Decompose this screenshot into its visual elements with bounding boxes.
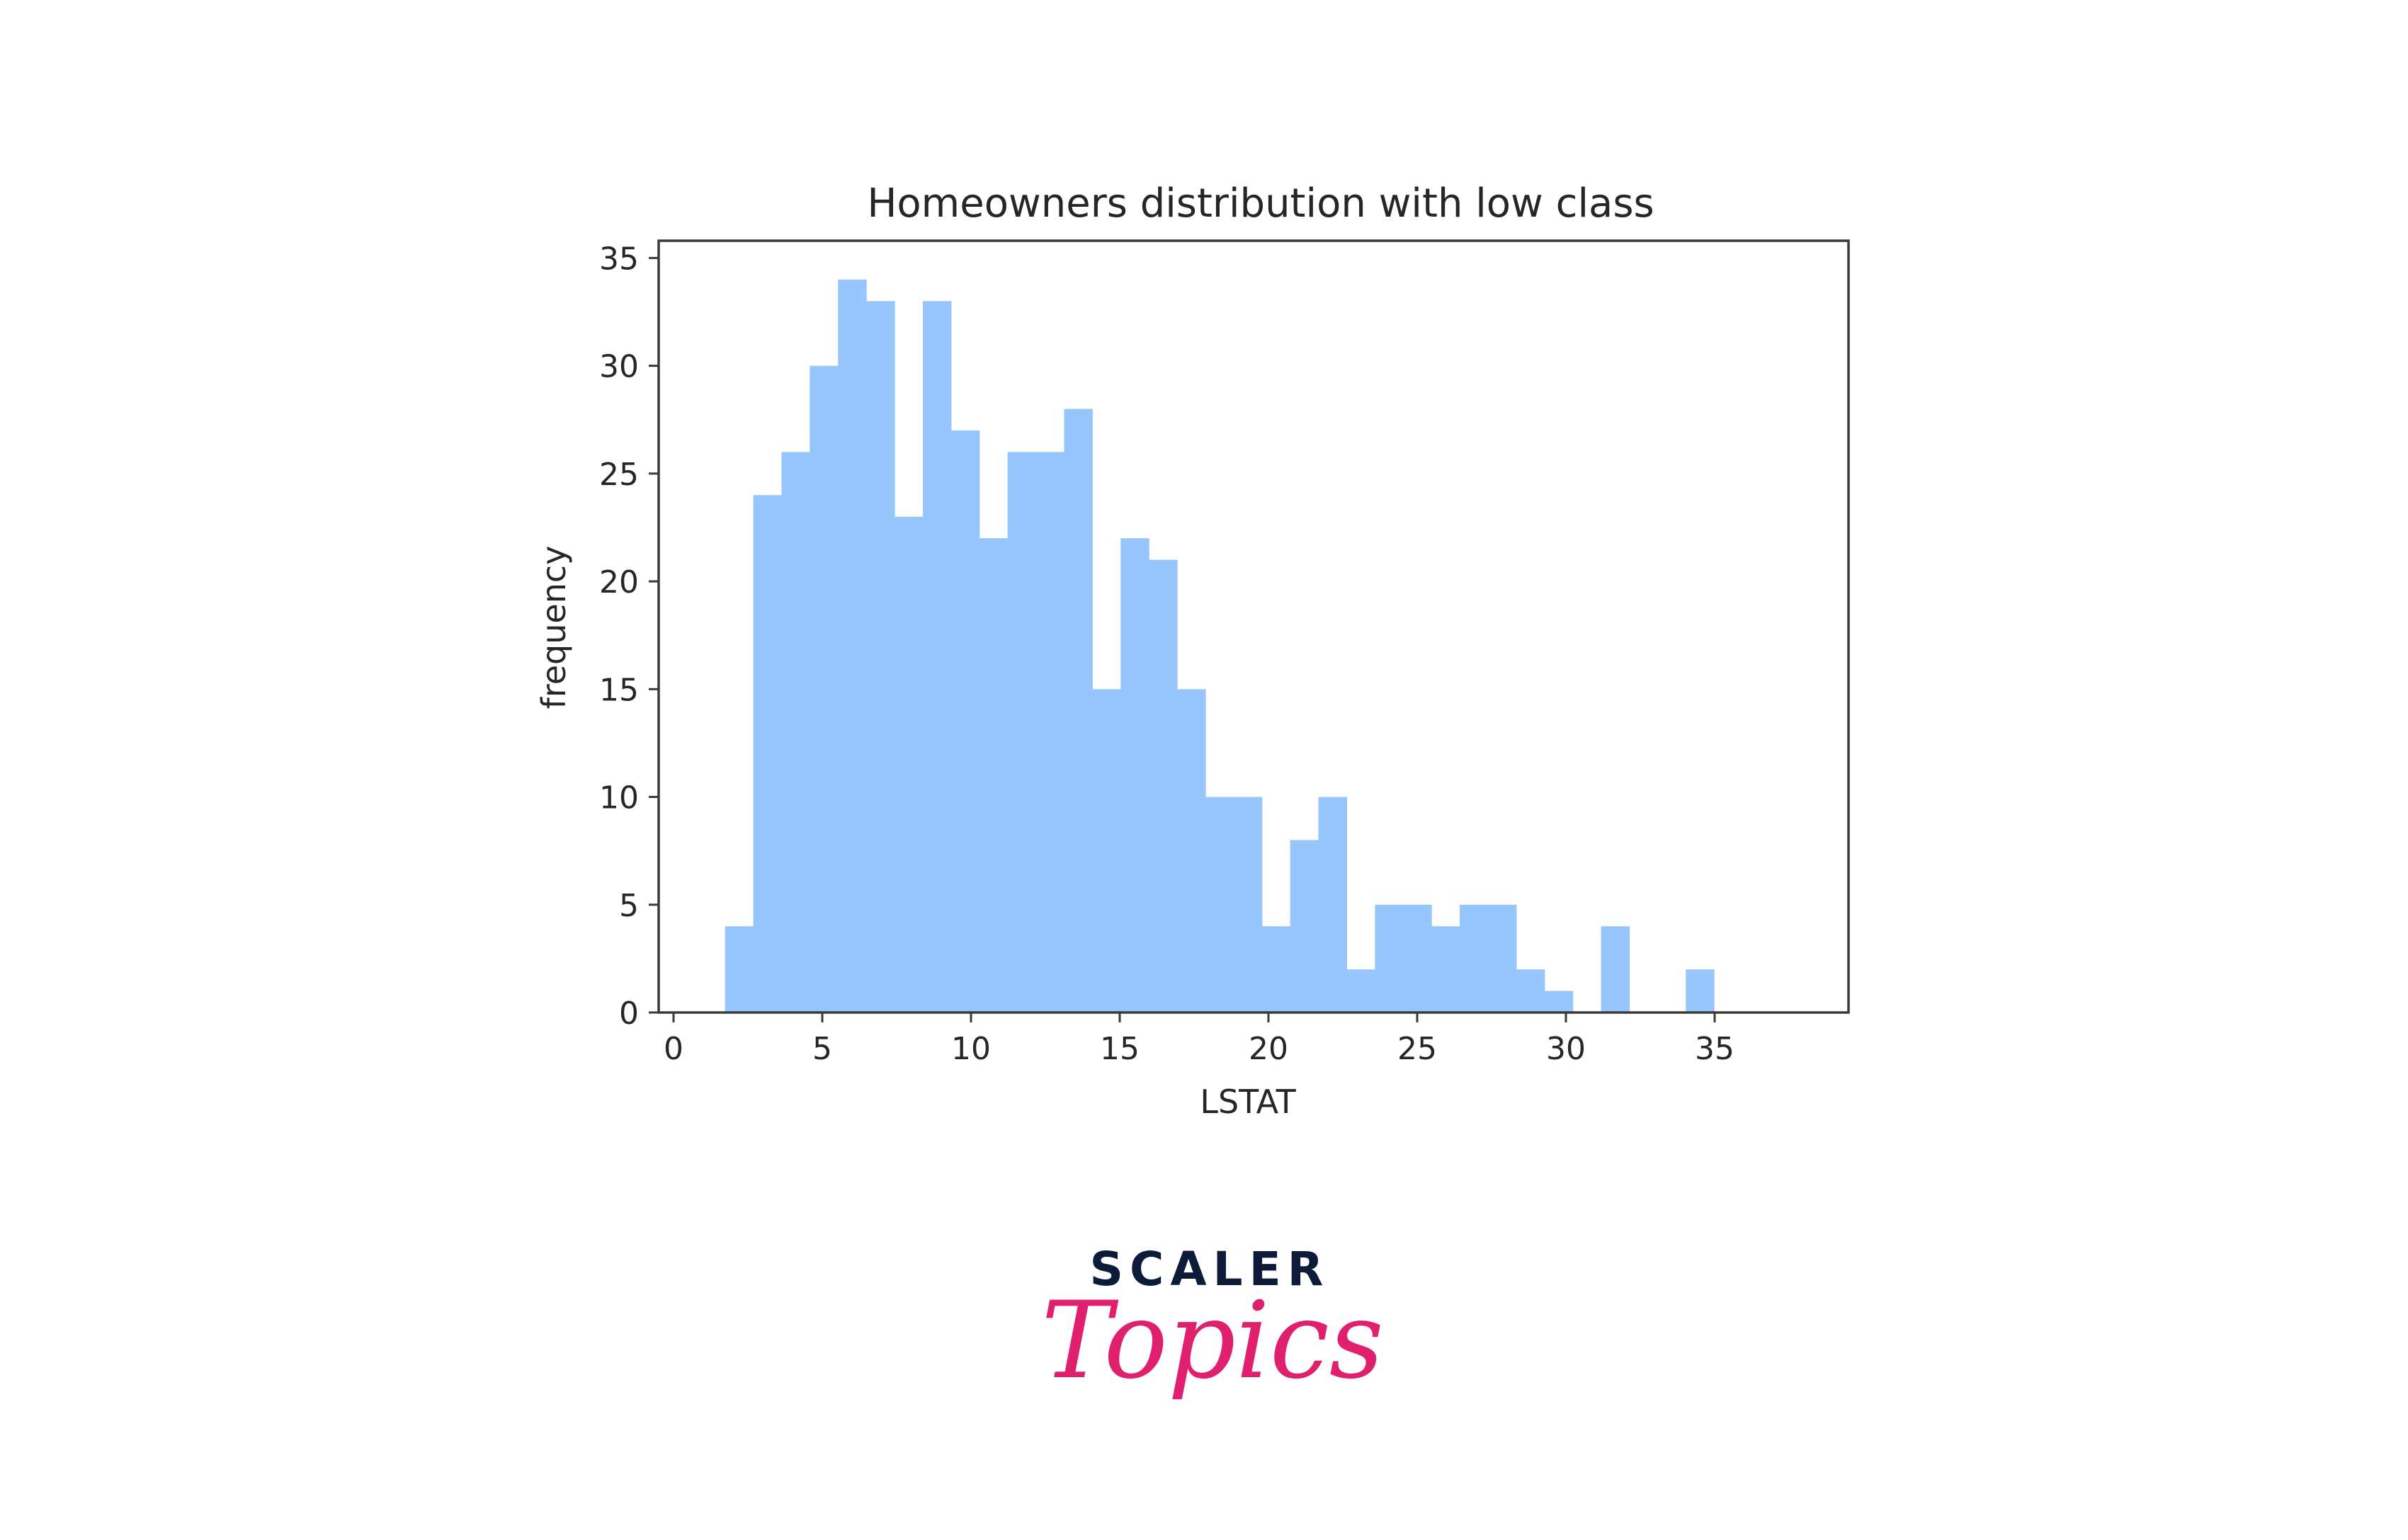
- y-tick-label: 5: [619, 888, 639, 924]
- histogram-bar: [1092, 689, 1121, 1013]
- logo-wordmark: SCALER: [1089, 1242, 1329, 1296]
- y-tick-label: 35: [599, 241, 639, 277]
- histogram-bar: [753, 495, 783, 1013]
- x-tick-label: 0: [664, 1031, 683, 1067]
- histogram-bar: [1544, 991, 1574, 1013]
- histogram-bar: [1035, 452, 1065, 1013]
- histogram-bar: [1375, 904, 1404, 1013]
- x-tick-label: 10: [951, 1031, 991, 1067]
- histogram-bar: [1261, 926, 1291, 1013]
- y-tick-label: 20: [599, 564, 639, 600]
- x-tick-label: 30: [1546, 1031, 1586, 1067]
- histogram-bar: [1007, 452, 1037, 1013]
- histogram-bar: [1601, 926, 1630, 1013]
- y-axis-label: frequency: [535, 546, 573, 709]
- histogram-bar: [1686, 969, 1715, 1013]
- histogram-bar: [950, 430, 980, 1013]
- scaler-topics-logo: SCALER Topics: [1041, 1242, 1384, 1403]
- histogram-bar: [1290, 840, 1319, 1013]
- histogram-bar: [725, 926, 754, 1013]
- histogram-bar: [1177, 689, 1206, 1013]
- histogram-bar: [866, 301, 895, 1013]
- x-tick-label: 25: [1397, 1031, 1437, 1067]
- histogram-bar: [781, 452, 810, 1013]
- histogram-bar: [1064, 409, 1093, 1013]
- histogram-bars: [725, 279, 1715, 1013]
- x-tick-label: 15: [1100, 1031, 1140, 1067]
- histogram-bar: [1205, 797, 1234, 1013]
- histogram-bar: [979, 538, 1009, 1013]
- histogram-bar: [1149, 559, 1178, 1013]
- y-tick-label: 25: [599, 457, 639, 493]
- x-axis-label: LSTAT: [1200, 1083, 1296, 1121]
- y-tick-label: 15: [599, 672, 639, 708]
- logo-script: Topics: [1041, 1279, 1384, 1403]
- histogram-bar: [810, 365, 839, 1013]
- plot-frame: [657, 239, 1850, 1014]
- chart-title: Homeowners distribution with low class: [867, 181, 1654, 227]
- y-tick-label: 10: [599, 780, 639, 816]
- y-tick-label: 0: [619, 996, 639, 1032]
- histogram-bar: [1487, 904, 1517, 1013]
- histogram-bar: [1460, 904, 1489, 1013]
- histogram-bar: [1233, 797, 1263, 1013]
- histogram-bar: [922, 301, 952, 1013]
- x-tick-label: 20: [1249, 1031, 1288, 1067]
- histogram-bar: [895, 516, 924, 1013]
- x-tick-label: 35: [1695, 1031, 1734, 1067]
- y-axis-ticks: 0 5 10 15 20 25 30 35: [599, 241, 659, 1032]
- histogram-bar: [1516, 969, 1545, 1013]
- x-axis-ticks: 0 5 10 15 20 25 30 35: [664, 1013, 1734, 1067]
- histogram-bar: [1318, 797, 1348, 1013]
- histogram-bar: [1403, 904, 1432, 1013]
- y-tick-label: 30: [599, 349, 639, 385]
- histogram-bar: [1431, 926, 1460, 1013]
- x-tick-label: 5: [812, 1031, 832, 1067]
- histogram-bar: [1346, 969, 1375, 1013]
- histogram-bar: [1120, 538, 1149, 1013]
- histogram-bar: [838, 279, 867, 1013]
